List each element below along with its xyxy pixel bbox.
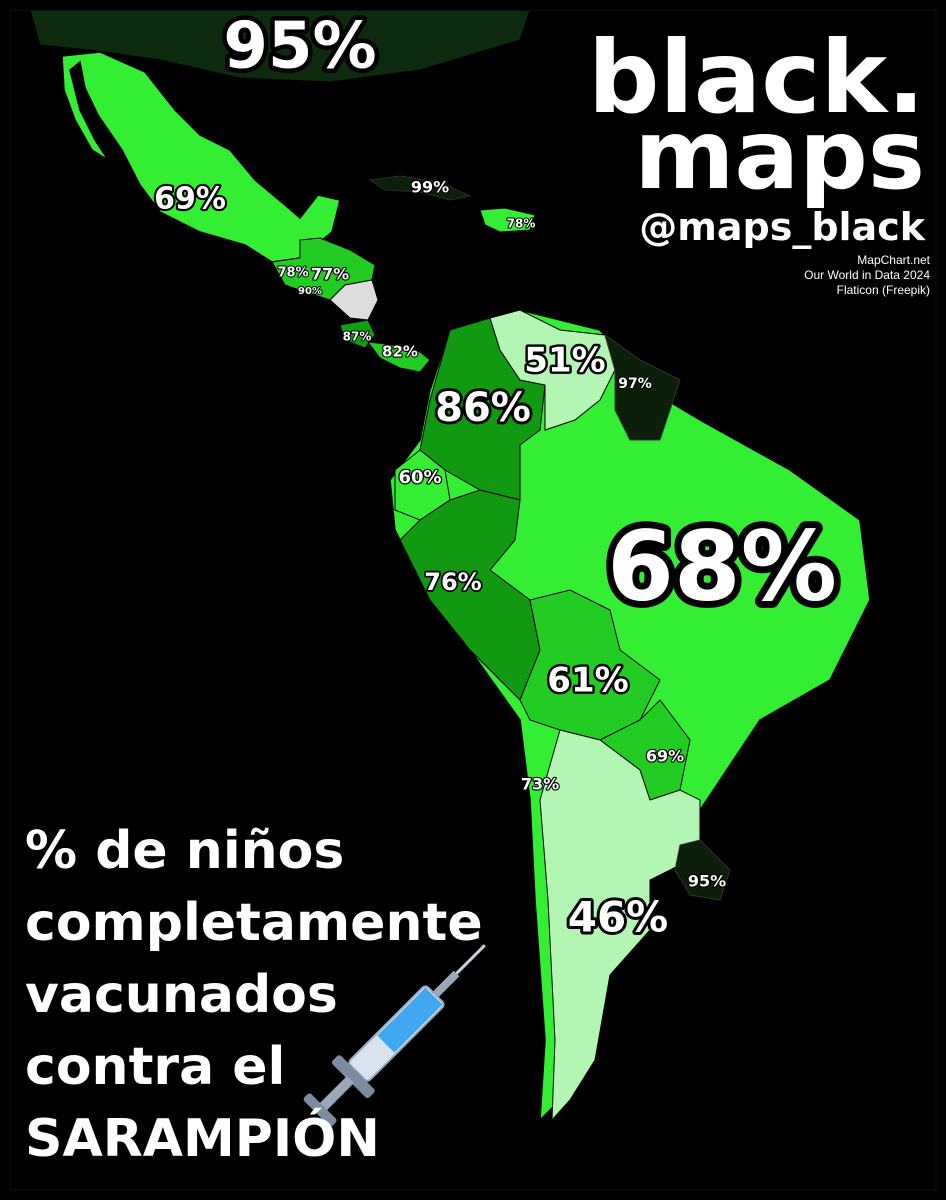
title-line: completamente: [25, 893, 483, 953]
region-label: 95%: [688, 872, 726, 891]
syringe-icon: [303, 944, 486, 1127]
region-label: 78%: [277, 266, 308, 281]
value-labels: 95%69% 99%78%78% 77%90%87%82% 51%97%86%60%6…: [152, 5, 844, 944]
region-label: 60%: [398, 467, 441, 488]
region-shape: [29, 9, 531, 83]
title-line: SARAMPIÓN: [25, 1107, 380, 1169]
title-line: contra el: [25, 1037, 285, 1097]
region-label: 61%: [547, 661, 628, 701]
region-label: 82%: [382, 343, 418, 361]
region-label: 69%: [646, 747, 684, 766]
region-label: 68%: [607, 510, 837, 622]
region-shape: [366, 341, 431, 373]
title-line: vacunados: [25, 965, 338, 1025]
title-line: % de niños: [25, 821, 344, 881]
region-shape: [368, 175, 472, 201]
region-shape: [329, 279, 379, 321]
region-label: 73%: [521, 775, 559, 794]
region-label: 95%: [223, 10, 376, 84]
region-shape: [489, 309, 616, 431]
region-shape: [604, 333, 681, 441]
region-label: 86%: [435, 385, 531, 431]
region-shape: [479, 207, 536, 233]
region-shape: [339, 319, 376, 349]
source: Flaticon (Freepik): [837, 283, 930, 297]
brand-handle: @maps_black: [639, 205, 925, 249]
source: Our World in Data 2024: [804, 268, 930, 282]
region-shape: [61, 51, 341, 263]
region-label: 87%: [343, 330, 372, 344]
brand-line-2: maps: [634, 99, 925, 211]
region-label: 97%: [618, 376, 652, 392]
region-label: 46%: [568, 893, 669, 942]
brand-line-1: black.: [588, 19, 925, 136]
region-label: 77%: [311, 265, 349, 284]
region-label: 69%: [154, 182, 226, 217]
region-label: 76%: [424, 568, 481, 596]
region-label: 99%: [411, 178, 449, 197]
region-label: 51%: [524, 341, 605, 381]
region-label: 78%: [507, 217, 536, 231]
region-shape: [674, 839, 731, 901]
source: MapChart.net: [857, 253, 930, 267]
region-label: 90%: [298, 286, 322, 297]
region-shape: [539, 729, 701, 1122]
region-shape: [271, 237, 376, 301]
